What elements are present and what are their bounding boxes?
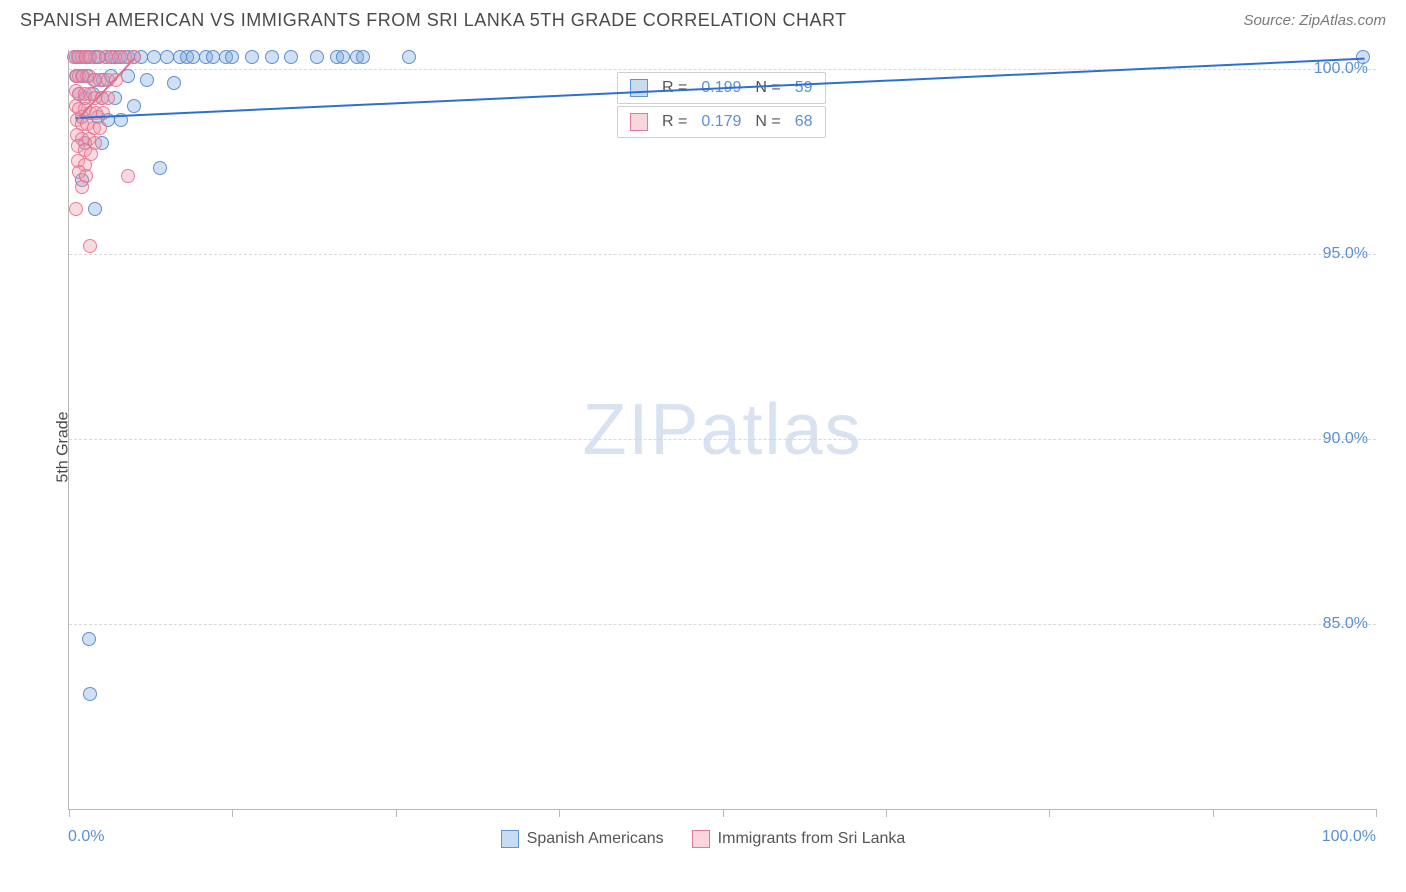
stat-n-value: 68 (795, 113, 813, 131)
scatter-point (206, 50, 220, 64)
stat-n-label: N = (755, 79, 780, 97)
scatter-point (265, 50, 279, 64)
legend-swatch-icon (692, 830, 710, 848)
scatter-point (88, 202, 102, 216)
scatter-point (186, 50, 200, 64)
x-tick-mark (396, 809, 397, 817)
stat-n-label: N = (755, 113, 780, 131)
y-tick-label: 95.0% (1323, 245, 1368, 263)
gridline (69, 439, 1376, 440)
legend-label: Spanish Americans (527, 830, 664, 848)
plot-area: ZIPatlas 85.0%90.0%95.0%100.0%R =0.199N … (68, 50, 1376, 810)
x-tick-mark (1049, 809, 1050, 817)
stat-r-value: 0.179 (701, 113, 741, 131)
x-tick-mark (1213, 809, 1214, 817)
scatter-point (83, 239, 97, 253)
scatter-point (83, 687, 97, 701)
scatter-point (336, 50, 350, 64)
x-tick-mark (69, 809, 70, 817)
scatter-point (121, 169, 135, 183)
gridline (69, 254, 1376, 255)
y-tick-label: 90.0% (1323, 430, 1368, 448)
x-tick-mark (723, 809, 724, 817)
x-tick-mark (232, 809, 233, 817)
gridline (69, 624, 1376, 625)
scatter-point (75, 180, 89, 194)
stat-r-label: R = (662, 113, 687, 131)
source-label: Source: ZipAtlas.com (1243, 12, 1386, 29)
legend-item-pink: Immigrants from Sri Lanka (692, 830, 906, 848)
scatter-point (153, 161, 167, 175)
scatter-point (147, 50, 161, 64)
x-tick-mark (886, 809, 887, 817)
scatter-point (225, 50, 239, 64)
scatter-point (356, 50, 370, 64)
stat-box: R = 0.179 N = 68 (617, 106, 826, 138)
scatter-point (127, 99, 141, 113)
scatter-point (93, 121, 107, 135)
scatter-point (245, 50, 259, 64)
scatter-point (160, 50, 174, 64)
chart-container: 5th Grade ZIPatlas 85.0%90.0%95.0%100.0%… (20, 42, 1386, 852)
chart-header: SPANISH AMERICAN VS IMMIGRANTS FROM SRI … (0, 0, 1406, 39)
legend: Spanish Americans Immigrants from Sri La… (20, 830, 1386, 848)
watermark: ZIPatlas (582, 389, 862, 471)
legend-label: Immigrants from Sri Lanka (718, 830, 906, 848)
scatter-point (310, 50, 324, 64)
scatter-point (167, 76, 181, 90)
legend-item-blue: Spanish Americans (501, 830, 664, 848)
stat-swatch-icon (630, 113, 648, 131)
y-tick-label: 85.0% (1323, 615, 1368, 633)
legend-swatch-icon (501, 830, 519, 848)
x-tick-mark (559, 809, 560, 817)
scatter-point (284, 50, 298, 64)
scatter-point (402, 50, 416, 64)
scatter-point (140, 73, 154, 87)
x-tick-mark (1376, 809, 1377, 817)
stat-n-value: 59 (795, 79, 813, 97)
stat-swatch-icon (630, 79, 648, 97)
gridline (69, 69, 1376, 70)
scatter-point (82, 632, 96, 646)
scatter-point (69, 202, 83, 216)
chart-title: SPANISH AMERICAN VS IMMIGRANTS FROM SRI … (20, 10, 847, 31)
